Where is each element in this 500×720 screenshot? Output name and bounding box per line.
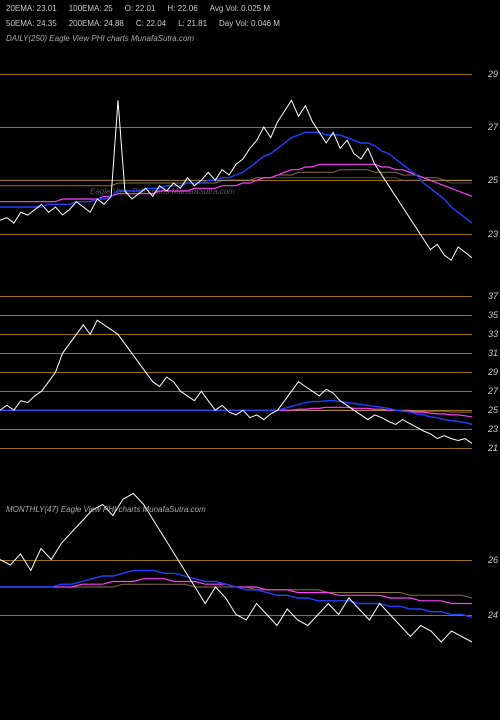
grid-label: 25 <box>488 175 498 185</box>
grid-label: 37 <box>488 291 498 301</box>
stat-open: O: 22.01 <box>125 4 156 13</box>
grid-label: 35 <box>488 310 498 320</box>
ema20-line <box>0 132 472 223</box>
grid-label: 26 <box>488 555 498 565</box>
grid-label: 31 <box>488 348 498 358</box>
grid-label: 27 <box>488 386 498 396</box>
price-line <box>0 494 472 643</box>
stat-dayvol: Day Vol: 0.046 M <box>219 19 280 28</box>
stat-avgvol: Avg Vol: 0.025 M <box>210 4 270 13</box>
grid-label: 29 <box>488 367 498 377</box>
stat-ema20: 20EMA: 23.01 <box>6 4 57 13</box>
daily-chart-panel: Eagle View PHI charts MunafaSutra.com 29… <box>0 47 500 287</box>
stat-close: C: 22.04 <box>136 19 166 28</box>
grid-label: 24 <box>488 610 498 620</box>
stat-ema100: 100EMA: 25 <box>69 4 113 13</box>
weekly-chart-panel: 37 35 33 31 29 27 25 23 21 <box>0 287 500 467</box>
grid-label: 33 <box>488 329 498 339</box>
price-line <box>0 320 472 443</box>
grid-label: 23 <box>488 424 498 434</box>
ema-line-a <box>0 571 472 618</box>
ema-line-b <box>0 579 472 604</box>
stats-bar-2: 50EMA: 24.35 200EMA: 24.88 C: 22.04 L: 2… <box>0 15 500 32</box>
monthly-chart-panel: MONTHLY(47) Eagle View PHI charts Munafa… <box>0 477 500 697</box>
stat-ema50: 50EMA: 24.35 <box>6 19 57 28</box>
panel1-title: DAILY(250) Eagle View PHI charts MunafaS… <box>0 32 500 45</box>
stat-ema200: 200EMA: 24.88 <box>69 19 124 28</box>
ema100-line <box>0 170 472 186</box>
ema50-line <box>0 164 472 201</box>
grid-label: 21 <box>488 443 498 453</box>
grid-label: 23 <box>488 229 498 239</box>
ema-line-c <box>0 584 472 598</box>
grid-label: 25 <box>488 405 498 415</box>
stat-high: H: 22.06 <box>167 4 197 13</box>
grid-label: 29 <box>488 69 498 79</box>
stat-low: L: 21.81 <box>178 19 207 28</box>
panel3-title: MONTHLY(47) Eagle View PHI charts Munafa… <box>6 505 206 514</box>
grid-label: 27 <box>488 122 498 132</box>
